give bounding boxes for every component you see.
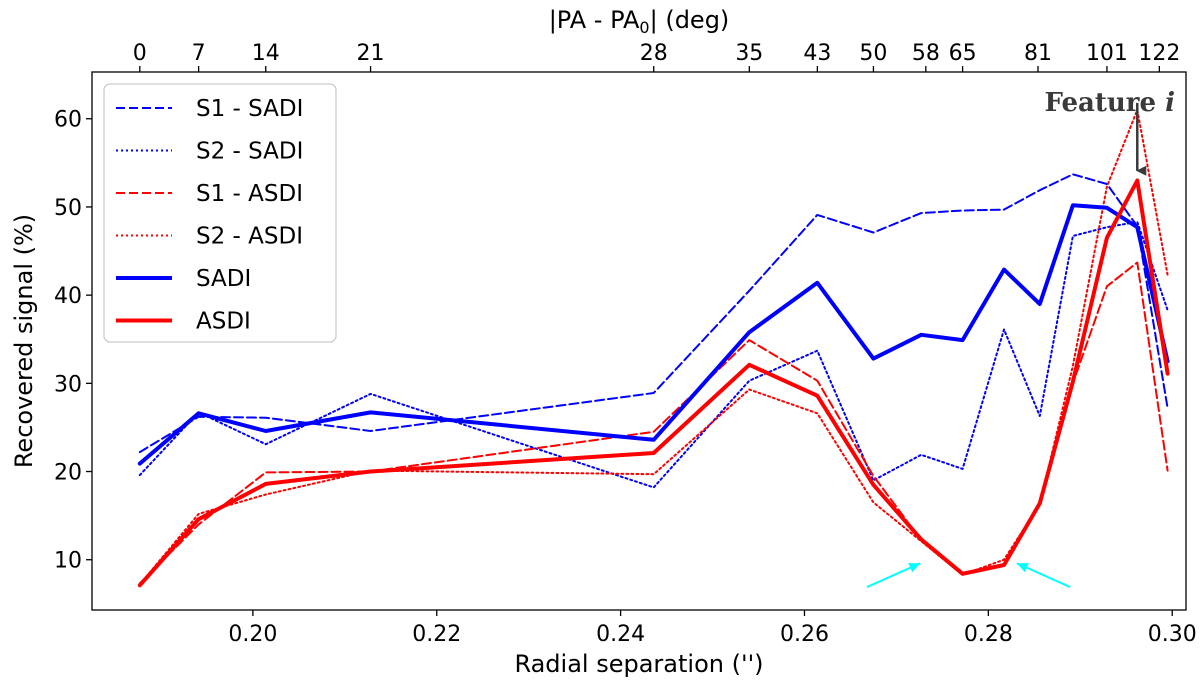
feature-label-italic: i <box>1165 88 1175 118</box>
series-line-asdi <box>137 178 1170 588</box>
x-axis-title: Radial separation ('') <box>514 650 763 678</box>
top-axis-title-subscript: 0 <box>639 18 649 37</box>
x-tick-label: 0.24 <box>596 622 645 647</box>
top-tick-label: 35 <box>735 41 763 66</box>
series-line-s2-sadi <box>138 220 1169 489</box>
legend-label: S2 - SADI <box>196 139 303 165</box>
top-tick-label: 0 <box>133 41 147 66</box>
y-tick-label: 30 <box>54 372 82 397</box>
top-tick-label: 50 <box>859 41 887 66</box>
x-tick-label: 0.28 <box>964 622 1013 647</box>
feature-label-text: Feature <box>1044 88 1156 118</box>
top-axis-title: |PA - PA0| (deg) <box>549 6 730 37</box>
legend-label: S1 - ASDI <box>196 181 303 207</box>
y-tick-label: 60 <box>54 108 82 133</box>
y-tick-label: 40 <box>54 284 82 309</box>
top-tick-label: 21 <box>357 41 385 66</box>
series-line-s1-sadi <box>138 173 1169 454</box>
top-tick-label: 28 <box>640 41 668 66</box>
legend-label: S1 - SADI <box>196 96 303 122</box>
y-tick-label: 20 <box>54 461 82 486</box>
top-tick-label: 7 <box>192 41 206 66</box>
top-tick-label: 122 <box>1138 41 1180 66</box>
top-tick-label: 58 <box>912 41 940 66</box>
y-axis-title: Recovered signal (%) <box>10 214 38 468</box>
legend-label: ASDI <box>196 309 251 335</box>
x-tick-label: 0.20 <box>228 622 277 647</box>
x-tick-label: 0.26 <box>780 622 829 647</box>
y-tick-label: 10 <box>54 549 82 574</box>
series-line-s1-asdi <box>138 261 1169 585</box>
top-axis-title-suffix: | (deg) <box>650 6 730 34</box>
cyan-arrow-head <box>1016 563 1029 573</box>
cyan-arrow-head <box>908 563 921 573</box>
x-tick-label: 0.22 <box>412 622 461 647</box>
legend-label: SADI <box>196 266 251 292</box>
top-tick-label: 101 <box>1086 41 1128 66</box>
feature-i-label: Feature i <box>1044 88 1175 118</box>
legend-box <box>103 83 337 343</box>
legend: S1 - SADI S2 - SADI S1 - ASDI S2 - ASDI SADI… <box>103 83 337 343</box>
plot-area <box>137 108 1170 588</box>
top-axis-title-prefix: |PA - PA <box>549 6 640 34</box>
legend-label: S2 - ASDI <box>196 224 303 250</box>
annotations: Feature i <box>866 88 1175 588</box>
series-line-s2-asdi <box>138 108 1169 586</box>
top-tick-label: 43 <box>803 41 831 66</box>
axis-ticks: 0.20 0.22 0.24 0.26 0.28 0.30 10 20 30 40 50 60 0 7 14… <box>54 41 1197 647</box>
y-tick-label: 50 <box>54 196 82 221</box>
top-tick-label: 14 <box>252 41 280 66</box>
top-tick-label: 81 <box>1024 41 1052 66</box>
series-line-sadi <box>137 203 1170 466</box>
top-tick-label: 65 <box>949 41 977 66</box>
axes-frame <box>91 71 1187 611</box>
x-tick-label: 0.30 <box>1148 622 1197 647</box>
